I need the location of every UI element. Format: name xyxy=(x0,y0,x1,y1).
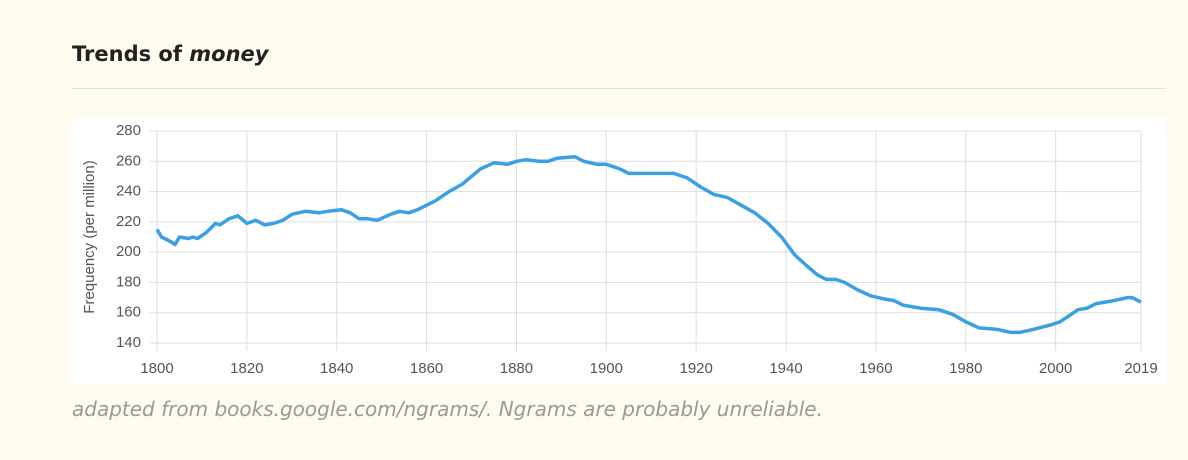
y-tick-label: 280 xyxy=(116,122,141,139)
title: Trends of money xyxy=(72,42,269,66)
y-tick-label: 160 xyxy=(116,304,141,321)
x-tick-label: 1800 xyxy=(140,360,173,377)
x-tick-label: 1820 xyxy=(230,360,263,377)
x-tick-label: 1960 xyxy=(859,360,892,377)
x-tick-label: 1880 xyxy=(500,360,533,377)
x-tick-label: 2019 xyxy=(1124,360,1157,377)
line xyxy=(155,154,1142,335)
y-tick-label: 260 xyxy=(116,152,141,169)
y-tick-label: 200 xyxy=(116,243,141,260)
chart: Frequency (per million) 140 160 180 200 220 2… xyxy=(72,117,1166,385)
title-word: money xyxy=(189,42,269,66)
footnote: adapted from books.google.com/ngrams/. N… xyxy=(72,397,823,421)
y-tick-label: 180 xyxy=(116,273,141,290)
x-tick-label: 1900 xyxy=(590,360,623,377)
y-tick-label: 220 xyxy=(116,213,141,230)
title-text: Trends of xyxy=(72,42,182,66)
x-tick-label: 1860 xyxy=(410,360,443,377)
x-tick-label: 1840 xyxy=(320,360,353,377)
y-axis-label: Frequency (per million) xyxy=(81,160,98,313)
x-tick-label: 1980 xyxy=(949,360,982,377)
y-tick-label: 140 xyxy=(116,334,141,351)
x-tick-label: 1940 xyxy=(769,360,802,377)
x-tick-label: 2000 xyxy=(1039,360,1072,377)
divider xyxy=(72,88,1166,89)
x-tick-label: 1920 xyxy=(679,360,712,377)
y-tick-label: 240 xyxy=(116,183,141,200)
